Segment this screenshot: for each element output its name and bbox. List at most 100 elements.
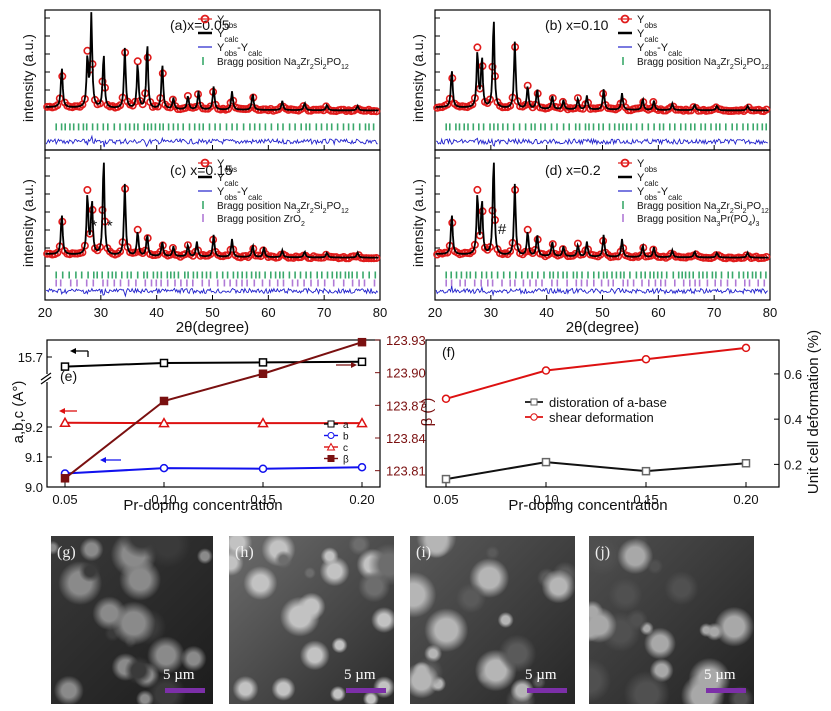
legend-e-label: β [343,455,349,466]
point-c [356,417,368,428]
chart-e-xtick-label: 0.10 [151,492,176,507]
scale-bar-text: 5 µm [163,667,195,683]
scale-bar-text: 5 µm [525,667,557,683]
chart-e-frame [46,339,381,488]
legend-bragg: Bragg position ZrO2 [217,214,305,228]
xrd-panel-label: (b) x=0.10 [545,17,609,33]
legend-bragg: Bragg position Na3Pr(PO4)3 [637,214,759,228]
point-c [158,417,170,428]
diff-line [45,134,378,148]
point-shear [641,354,651,364]
point-a [357,357,367,367]
xrd-xtick-label: 60 [261,305,275,320]
series-line [445,461,747,481]
ycalc-line [46,12,379,112]
point-β [258,369,268,379]
point-b [159,463,169,473]
sem-panel-label: (i) [416,544,432,561]
sem-image-4: (j) 5 µm [589,536,754,704]
legend-obs: Yobs [637,158,657,174]
point-shear [541,366,551,375]
yobs-point [138,100,147,109]
chart-e-ylabel-left: a,b,c (A°) [10,381,27,444]
arrow-b-head [100,457,106,463]
chart-e-ylabel-right: β (°) [419,398,436,427]
point-distortion [541,457,551,467]
chart-f-xtick-label: 0.20 [733,492,758,507]
yobs-point [116,101,125,110]
legend-e-mark [327,455,335,462]
series-line [445,346,747,400]
chart-e-rtick-label: 123.93 [386,333,426,348]
xrd-xtick-label: 80 [373,305,387,320]
legend-bragg: Bragg position Na3Zr2Si2PO12 [217,201,349,215]
xrd-panel-label: (a)x=0.05 [170,17,230,33]
impurity-marker: * [91,217,97,234]
impurity-marker: * [107,217,113,234]
point-distortion [441,474,451,484]
legend-e-label: c [343,443,348,454]
ycalc-line [436,21,769,112]
legend-diff: Yobs-Ycalc [637,186,682,202]
xrd-xtick-label: 50 [205,305,219,320]
xrd-ylabel: intensity (a.u.) [20,34,36,122]
yobs-point [468,247,477,256]
sem-panel-label: (g) [57,544,76,561]
xrd-xtick-label: 30 [484,305,498,320]
chart-f-xlabel: Pr-doping concentration [508,497,667,514]
point-a [159,358,169,368]
xrd-xtick-label: 60 [651,305,665,320]
yobs-point [191,103,200,112]
chart-e-panel-label: (e) [60,368,77,384]
xrd-panel-label: (d) x=0.2 [545,162,601,178]
point-c [59,416,71,428]
legend-calc: Ycalc [637,172,658,188]
legend-e-mark [327,432,335,439]
point-a [60,362,70,371]
sem-panel-label: (h) [235,544,254,561]
scale-bar-text: 5 µm [704,667,736,683]
legend-f-mark [530,413,538,421]
legend-diff: Yobs-Ycalc [217,42,262,58]
legend-e-label: b [343,432,349,443]
legend-e-mark [326,442,336,451]
xrd-xtick-label: 40 [149,305,163,320]
xrd-xtick-label: 70 [317,305,331,320]
yobs-point [83,186,92,195]
chart-f-ytick-label: 0.6 [784,367,802,382]
point-b [357,462,367,472]
yobs-point [116,247,125,256]
chart-e-ltick-label: 15.7 [18,350,43,365]
chart-e-rtick-label: 123.84 [386,431,426,446]
point-a [258,358,268,367]
chart-e-rtick-label: 123.87 [386,398,426,413]
chart-f-ytick-label: 0.4 [784,412,802,427]
legend-diff: Yobs-Ycalc [637,42,682,58]
axis-break-mark [40,372,52,381]
diff-line [46,287,379,298]
xrd-xtick-label: 50 [595,305,609,320]
diff-line [435,285,769,297]
legend-f-label: shear deformation [549,410,654,425]
diff-line [435,137,768,147]
sem-image-3: (i) 5 µm [410,536,575,704]
xrd-panel-label: (c) x=0.15 [170,162,233,178]
legend-calc: Ycalc [217,28,238,44]
legend-obs: Yobs [217,14,237,30]
impurity-marker: # [498,221,507,238]
ycalc-line [46,162,379,259]
legend-e-mark [327,420,335,428]
chart-f-ytick-label: 0.2 [784,457,802,472]
chart-e-ltick-label: 9.0 [25,480,43,495]
chart-e-rtick-label: 123.81 [386,464,426,479]
legend-obs: Yobs [637,14,657,30]
xrd-xlabel: 2θ(degree) [176,319,249,336]
legend-calc: Ycalc [217,172,238,188]
point-β [159,396,169,406]
yobs-point [571,249,580,258]
legend-bragg: Bragg position Na3Zr2Si2PO12 [637,201,769,215]
point-β [60,474,70,483]
arrow-a-head [70,348,76,354]
